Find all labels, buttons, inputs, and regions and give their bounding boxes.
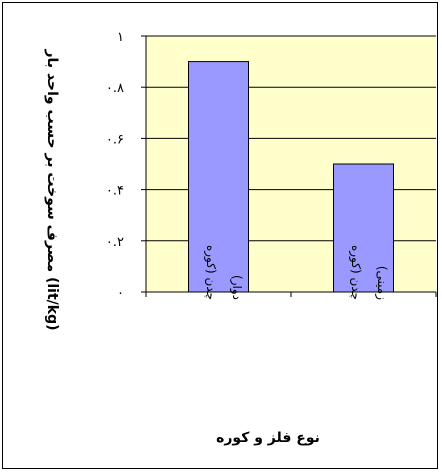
y-tick-label: ۰.۲ (106, 235, 124, 250)
y-axis-label: مصرف سوخت بر حسب واحد بار (lit/kg) (44, 48, 60, 330)
y-tick-label: ۰.۶ (106, 132, 124, 147)
x-category-labels: چدن (کوره دوار) چدن (کوره زمینی) (203, 245, 389, 300)
bar (188, 61, 249, 293)
bar (333, 163, 394, 293)
axes (141, 35, 437, 297)
x-category-label: چدن (کوره (203, 245, 218, 300)
bars (188, 61, 394, 293)
y-tick-labels: ۰ ۰.۲ ۰.۴ ۰.۶ ۰.۸ ۱ (106, 30, 124, 301)
y-tick-label: ۰.۸ (106, 81, 124, 96)
y-tick-label: ۰ (117, 286, 124, 301)
y-tick-label: ۰.۴ (106, 184, 124, 199)
y-tick-label: ۱ (117, 30, 124, 45)
x-category-label: چدن (کوره (348, 245, 363, 300)
x-category-label: زمینی) (374, 266, 389, 300)
x-axis-label: نوع فلز و کوره (216, 430, 320, 446)
x-category-label: دوار) (229, 275, 244, 300)
